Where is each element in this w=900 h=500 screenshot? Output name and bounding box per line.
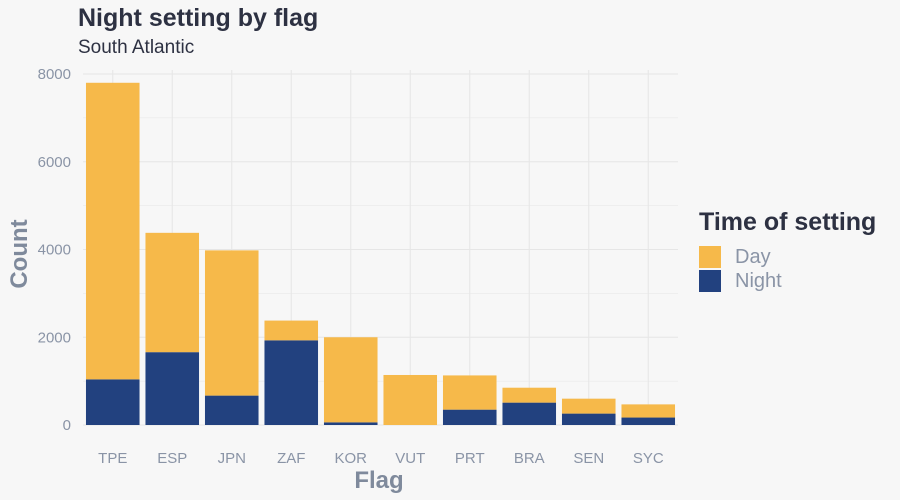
- legend-item-day: Day: [699, 245, 876, 269]
- x-tick-label: PRT: [455, 450, 485, 467]
- bar-prt-night: [442, 409, 497, 425]
- legend-item-night: Night: [699, 269, 876, 293]
- legend-label-night: Night: [735, 269, 782, 292]
- bar-zaf-night: [264, 340, 319, 425]
- bar-sen-day: [561, 398, 616, 414]
- legend: Time of setting Day Night: [699, 208, 876, 293]
- x-tick-label: KOR: [334, 450, 367, 467]
- x-tick-label: ZAF: [277, 450, 305, 467]
- bar-bra-day: [502, 387, 557, 403]
- x-axis-ticks: TPE ESP JPN ZAF KOR VUT PRT BRA SEN SYC: [98, 450, 664, 467]
- bar-sen-night: [561, 413, 616, 425]
- x-tick-label: SYC: [633, 450, 664, 467]
- bar-esp-day: [145, 232, 200, 353]
- x-tick-label: SEN: [573, 450, 604, 467]
- x-tick-label: ESP: [157, 450, 187, 467]
- bar-kor-day: [323, 337, 378, 423]
- bar-vut-day: [383, 374, 438, 425]
- y-tick-label: 6000: [38, 154, 71, 171]
- bar-zaf-day: [264, 320, 319, 341]
- x-tick-label: BRA: [514, 450, 545, 467]
- bar-tpe-day: [85, 82, 140, 380]
- legend-title: Time of setting: [699, 208, 877, 236]
- bar-prt-day: [442, 375, 497, 410]
- bar-syc-day: [621, 404, 676, 418]
- x-tick-label: TPE: [98, 450, 127, 467]
- y-axis-title: Count: [6, 219, 33, 288]
- y-tick-label: 8000: [38, 66, 71, 83]
- bar-esp-night: [145, 352, 200, 425]
- legend-swatch-night: [699, 270, 721, 292]
- bar-bra-night: [502, 402, 557, 425]
- bar-jpn-night: [204, 395, 259, 425]
- x-tick-label: JPN: [218, 450, 246, 467]
- chart-title: Night setting by flag: [78, 4, 319, 32]
- y-axis-ticks: 0 2000 4000 6000 8000: [38, 66, 71, 434]
- x-axis-title: Flag: [354, 467, 403, 494]
- bar-syc-night: [621, 417, 676, 425]
- legend-label-day: Day: [735, 245, 771, 268]
- chart-subtitle: South Atlantic: [78, 37, 195, 58]
- y-tick-label: 2000: [38, 329, 71, 346]
- y-tick-label: 4000: [38, 242, 71, 259]
- x-tick-label: VUT: [395, 450, 425, 467]
- y-tick-label: 0: [63, 417, 71, 434]
- bar-kor-night: [323, 422, 378, 425]
- bar-tpe-night: [85, 379, 140, 425]
- bars: [85, 82, 676, 425]
- legend-swatch-day: [699, 246, 721, 268]
- bar-jpn-day: [204, 250, 259, 396]
